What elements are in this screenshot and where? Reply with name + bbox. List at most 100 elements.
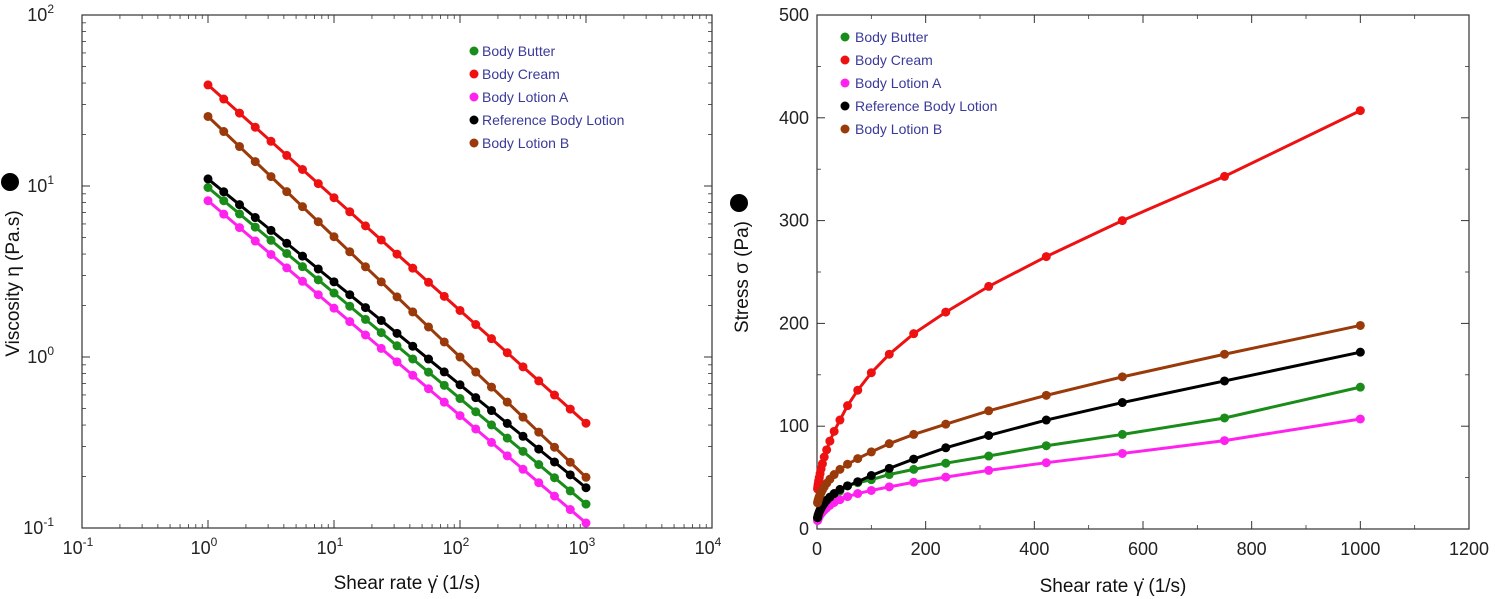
data-point <box>455 305 465 315</box>
data-point <box>502 451 512 461</box>
data-point <box>313 290 323 300</box>
series-reference-body-lotion <box>813 347 1365 523</box>
data-point <box>408 341 418 351</box>
legend-marker <box>469 138 479 148</box>
data-point <box>487 334 496 344</box>
data-point <box>518 464 528 474</box>
data-point <box>909 429 919 439</box>
data-point <box>235 142 244 152</box>
data-point <box>1220 376 1229 386</box>
data-point <box>361 221 370 231</box>
data-point <box>502 418 512 428</box>
data-point <box>219 187 229 197</box>
data-point <box>266 235 276 245</box>
data-point <box>909 329 919 339</box>
stress-chart: 0 200 400 600 800 1000 1200 0 100 200 300 400 500 She… <box>730 5 1489 597</box>
data-point <box>502 348 512 358</box>
data-point <box>298 164 307 174</box>
legend-marker <box>840 55 850 65</box>
data-point <box>1041 415 1051 425</box>
data-point <box>1117 429 1127 439</box>
y-tick-label-10: 101 <box>27 173 54 196</box>
data-point <box>361 262 370 272</box>
data-point <box>408 370 418 380</box>
legend-label: Body Lotion A <box>482 89 569 105</box>
data-point <box>250 236 260 246</box>
legend-label: Body Lotion B <box>482 135 569 151</box>
data-point <box>345 207 355 217</box>
data-point <box>581 472 591 482</box>
data-point <box>424 354 433 364</box>
plot-frame <box>81 14 713 529</box>
data-point <box>909 464 919 474</box>
data-point <box>835 415 845 425</box>
data-point <box>1117 216 1127 226</box>
data-point <box>534 460 544 470</box>
data-point <box>487 382 496 392</box>
data-point <box>518 362 528 372</box>
legend-marker <box>469 69 479 79</box>
data-point <box>941 472 951 482</box>
data-point <box>487 406 496 416</box>
data-point <box>392 328 402 338</box>
data-point <box>518 446 528 456</box>
series-line <box>816 350 1361 519</box>
data-point <box>884 482 894 492</box>
data-point <box>853 477 863 487</box>
data-point <box>866 485 876 495</box>
data-point <box>471 407 481 417</box>
data-point <box>392 249 402 259</box>
data-point <box>502 397 512 407</box>
data-point <box>550 473 559 483</box>
data-point <box>941 458 951 468</box>
data-point <box>235 108 244 118</box>
data-point <box>282 187 292 197</box>
data-point <box>266 136 276 146</box>
data-point <box>329 193 339 203</box>
data-point <box>235 209 244 219</box>
data-point <box>376 328 386 338</box>
data-point <box>235 200 244 210</box>
data-point <box>439 397 449 407</box>
data-point <box>866 447 876 457</box>
data-point <box>819 452 829 462</box>
data-point <box>1220 171 1229 181</box>
data-point <box>984 281 994 291</box>
data-point <box>984 430 994 440</box>
data-point <box>1355 320 1365 330</box>
x-tick-label-600: 600 <box>1128 539 1158 559</box>
data-point <box>1117 372 1127 382</box>
data-point <box>219 127 229 137</box>
x-tick-label-1200: 1200 <box>1449 539 1489 559</box>
data-point <box>282 150 292 160</box>
data-point <box>471 424 481 434</box>
data-point <box>439 337 449 347</box>
data-point <box>909 454 919 464</box>
data-point <box>219 209 229 219</box>
data-point <box>853 489 863 499</box>
y-tick-label-500: 500 <box>779 5 809 25</box>
data-point <box>534 444 544 454</box>
data-point <box>487 437 496 447</box>
y-tick-label-0: 0 <box>799 519 809 539</box>
data-point <box>843 401 853 411</box>
data-point <box>408 307 418 317</box>
data-point <box>581 483 591 493</box>
legend-marker <box>840 124 850 134</box>
data-point <box>329 288 339 298</box>
data-point <box>581 418 591 428</box>
legend-label: Reference Body Lotion <box>482 112 624 128</box>
y-tick-label-0_1: 10-1 <box>23 515 54 538</box>
data-point <box>329 303 339 313</box>
series-line <box>816 417 1361 521</box>
data-point <box>835 484 845 494</box>
data-point <box>266 225 276 235</box>
x-tick-label-800: 800 <box>1237 539 1267 559</box>
legend-marker <box>469 46 479 56</box>
y-axis-marker-icon <box>1 173 19 191</box>
data-point <box>565 470 575 480</box>
legend-marker <box>840 78 850 88</box>
data-point <box>1355 382 1365 392</box>
data-point <box>235 223 244 233</box>
x-axis-label: Shear rate γ̇ (1/s) <box>334 573 481 594</box>
